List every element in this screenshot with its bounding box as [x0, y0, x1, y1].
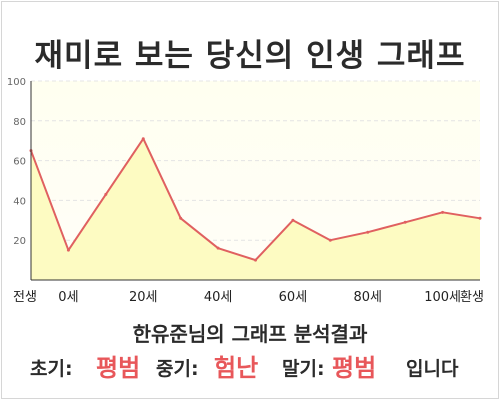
life-graph-chart: 20 40 60 80 100 전생 0세 20세 40세 60세 80세 100세 환생	[7, 77, 484, 305]
y-tick-label: 100	[7, 77, 26, 88]
data-point	[403, 220, 407, 224]
data-point	[179, 216, 183, 220]
y-tick-label: 80	[13, 117, 26, 128]
data-point	[478, 216, 482, 220]
data-point	[66, 248, 70, 252]
x-tick-labels: 전생 0세 20세 40세 60세 80세 100세 환생	[13, 290, 484, 305]
x-tick-label: 100세	[424, 290, 461, 305]
early-label: 초기:	[30, 358, 73, 380]
data-point	[216, 246, 220, 250]
analysis-summary: 한유준님의 그래프 분석결과	[132, 322, 368, 346]
page-title: 재미로 보는 당신의 인생 그래프	[34, 38, 466, 74]
ending-text: 입니다	[406, 358, 459, 380]
data-point	[104, 192, 108, 196]
early-value: 평범	[96, 354, 141, 382]
x-tick-label: 20세	[129, 290, 158, 305]
mid-value: 험난	[214, 354, 259, 382]
x-tick-label: 0세	[58, 290, 78, 305]
y-tick-label: 60	[13, 157, 26, 168]
late-label: 말기:	[282, 358, 325, 380]
x-tick-label: 60세	[279, 290, 308, 305]
data-point	[254, 258, 257, 262]
mid-label: 중기:	[156, 358, 199, 380]
y-tick-label: 20	[13, 236, 26, 247]
x-tick-label: 40세	[204, 290, 233, 305]
data-point	[328, 238, 332, 242]
data-point	[366, 230, 370, 234]
data-point	[441, 210, 445, 214]
data-point	[141, 137, 145, 141]
data-points	[29, 137, 482, 262]
late-value: 평범	[332, 354, 377, 382]
x-tick-label: 80세	[353, 290, 382, 305]
x-tick-label: 환생	[460, 290, 484, 305]
area-fill	[31, 138, 480, 280]
x-tick-label: 전생	[13, 290, 37, 305]
y-tick-label: 40	[13, 196, 26, 207]
data-point	[291, 218, 295, 222]
analysis-result: 초기: 평범 중기: 험난 말기: 평범 입니다	[0, 344, 500, 384]
y-tick-labels: 20 40 60 80 100	[7, 77, 26, 247]
